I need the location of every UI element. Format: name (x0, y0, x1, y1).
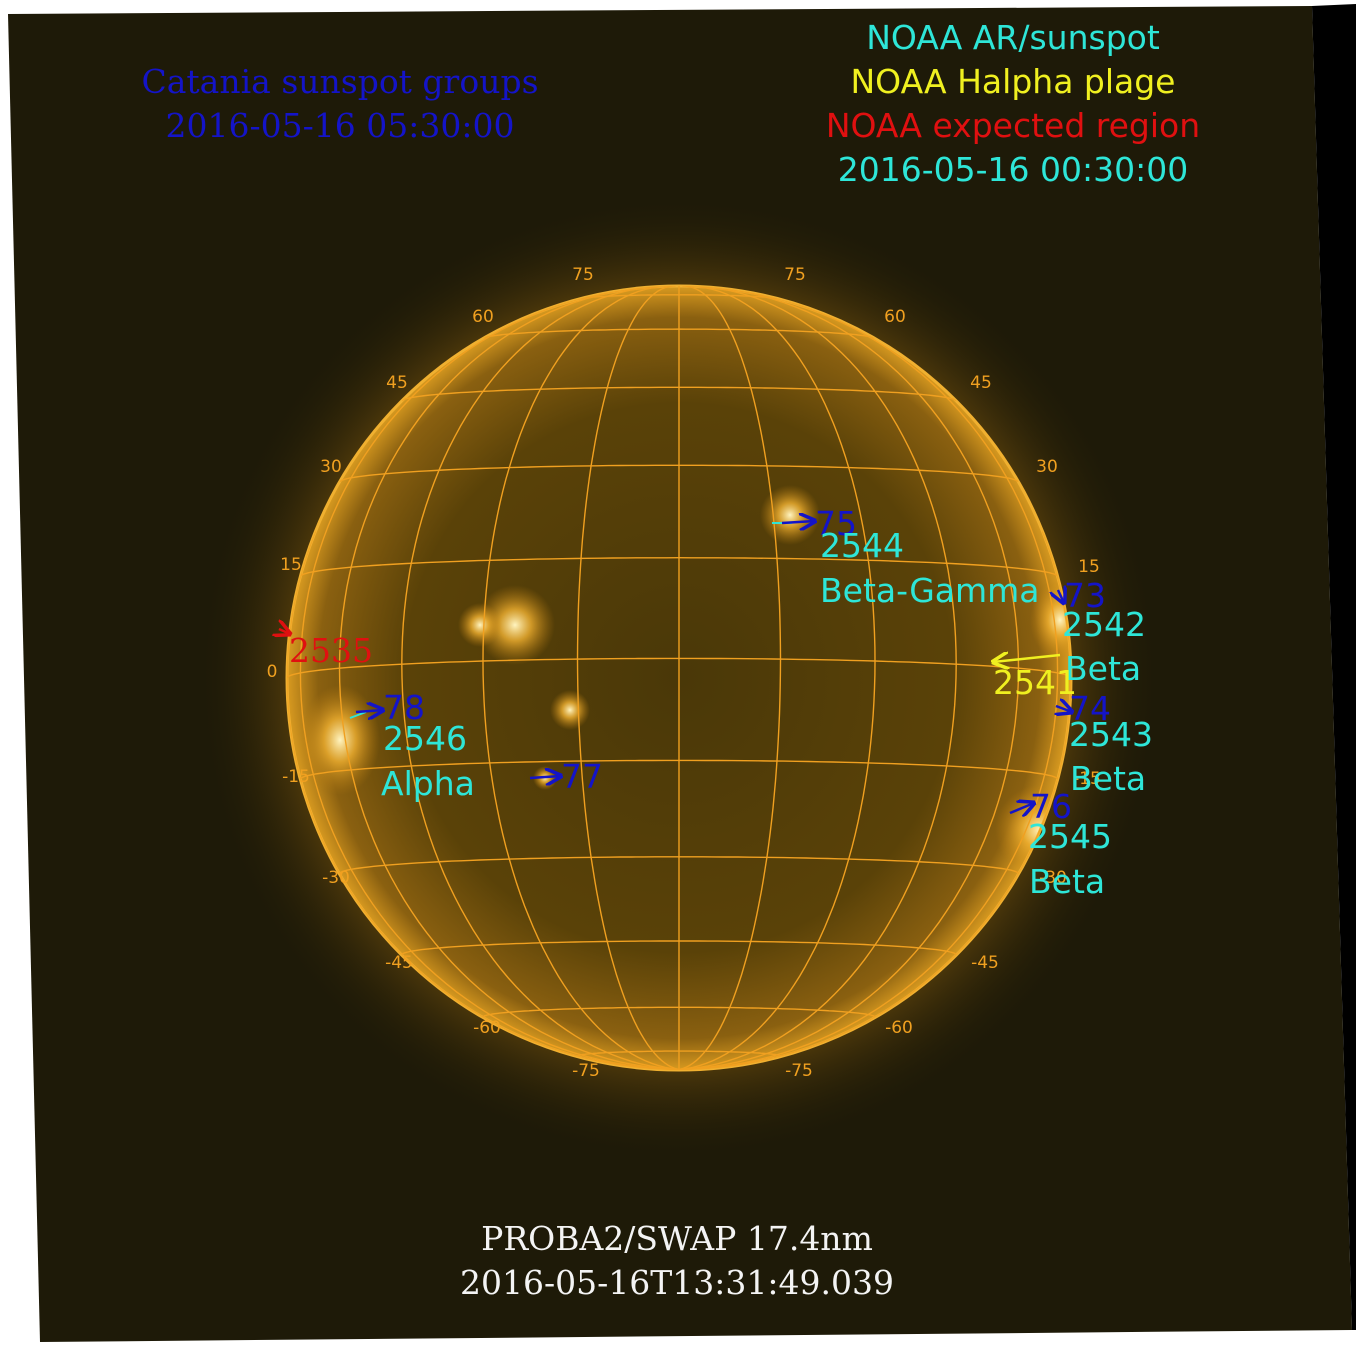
grid-line (338, 286, 680, 1070)
lat-label-right-m45: -45 (971, 953, 999, 973)
noaa-ar-2542: 2542 (1062, 605, 1146, 644)
lat-label-right-75: 75 (784, 265, 806, 285)
grid-line (287, 531, 680, 1070)
catania-group-76: 76 (1030, 787, 1072, 826)
region-annotations: 75 2544 Beta-Gamma 73 2542 Beta 2541 74 … (279, 504, 1153, 901)
lat-label-right-m75: -75 (785, 1061, 813, 1081)
lat-label-right-15: 15 (1078, 557, 1100, 577)
lat-label-left-m60: -60 (473, 1018, 501, 1038)
legend-expected: NOAA expected region (826, 106, 1200, 145)
noaa-ar-2544-class: Beta-Gamma (820, 571, 1040, 610)
grid-line (678, 286, 957, 1070)
grid-line (678, 531, 1071, 1070)
lat-label-left-m15: -15 (282, 767, 310, 787)
grid-line (401, 286, 680, 1070)
lat-label-left-45: 45 (386, 373, 408, 393)
lat-label-right-m15: -15 (1073, 769, 1101, 789)
lat-label-left-0: 0 (267, 662, 278, 682)
lat-label-right-60: 60 (884, 307, 906, 327)
noaa-ar-2542-class: Beta (1065, 649, 1141, 688)
catania-group-77: 77 (561, 757, 603, 796)
lat-label-left-60: 60 (472, 307, 494, 327)
lat-label-left-m75: -75 (572, 1061, 600, 1081)
lat-label-left-75: 75 (572, 265, 594, 285)
catania-header: Catania sunspot groups 2016-05-16 05:30:… (141, 62, 538, 145)
lat-label-right-m60: -60 (885, 1018, 913, 1038)
image-edge (1312, 4, 1356, 1330)
latitude-labels: 75 60 45 30 15 0 -15 -30 -45 -60 -75 75 … (267, 265, 1101, 1081)
noaa-plage-2541: 2541 (993, 663, 1077, 702)
legend-ar: NOAA AR/sunspot (866, 18, 1160, 57)
lat-label-left-15: 15 (280, 555, 302, 575)
lat-label-left-30: 30 (320, 457, 342, 477)
noaa-ar-2544: 2544 (820, 526, 904, 565)
noaa-expected-2535: 2535 (289, 631, 373, 670)
lat-label-left-m30: -30 (322, 868, 350, 888)
catania-group-78: 78 (383, 688, 425, 727)
legend-time: 2016-05-16 00:30:00 (838, 150, 1188, 189)
instrument-name: PROBA2/SWAP 17.4nm (481, 1219, 873, 1258)
noaa-legend: NOAA AR/sunspot NOAA Halpha plage NOAA e… (826, 18, 1200, 189)
noaa-ar-2546-class: Alpha (381, 764, 475, 803)
noaa-ar-2543-class: Beta (1070, 759, 1146, 798)
observation-timestamp: 2016-05-16T13:31:49.039 (460, 1263, 894, 1302)
noaa-ar-2546: 2546 (383, 719, 467, 758)
heliographic-grid (287, 286, 1071, 1070)
catania-group-73: 73 (1064, 576, 1106, 615)
lat-label-right-30: 30 (1036, 457, 1058, 477)
noaa-ar-2545-class: Beta (1029, 862, 1105, 901)
catania-group-75: 75 (815, 504, 857, 543)
lat-label-left-m45: -45 (385, 953, 413, 973)
noaa-ar-2543: 2543 (1069, 715, 1153, 754)
catania-time: 2016-05-16 05:30:00 (166, 106, 515, 145)
legend-plage: NOAA Halpha plage (850, 62, 1175, 101)
catania-group-74: 74 (1069, 689, 1111, 728)
grid-line (678, 286, 1020, 1070)
lat-label-right-45: 45 (970, 373, 992, 393)
grid-line (678, 286, 782, 1070)
noaa-ar-2545: 2545 (1028, 817, 1112, 856)
grid-line (678, 286, 876, 1070)
instrument-footer: PROBA2/SWAP 17.4nm 2016-05-16T13:31:49.0… (460, 1219, 894, 1302)
grid-line (576, 286, 680, 1070)
grid-line (299, 288, 680, 1070)
lat-label-right-m30: -30 (1039, 868, 1067, 888)
catania-title: Catania sunspot groups (141, 62, 538, 101)
grid-line (482, 286, 680, 1070)
